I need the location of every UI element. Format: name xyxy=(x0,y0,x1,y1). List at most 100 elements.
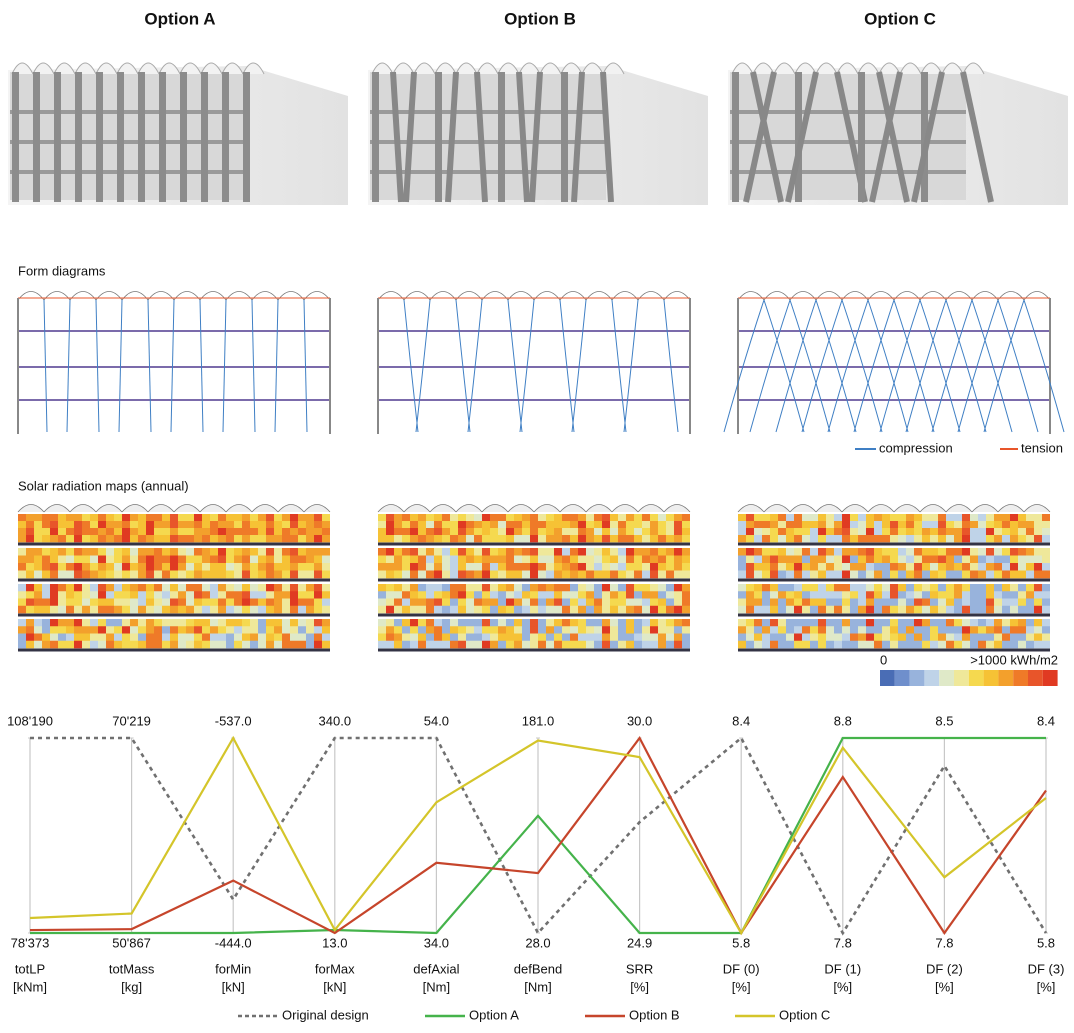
radiation-cell xyxy=(810,591,818,599)
radiation-cell xyxy=(802,528,810,535)
radiation-cell xyxy=(946,556,954,564)
radiation-cell xyxy=(738,563,746,571)
radiation-cell xyxy=(426,563,434,571)
radiation-cell xyxy=(858,634,866,642)
radiation-cell xyxy=(858,514,866,521)
radiation-cell xyxy=(954,521,962,528)
radiation-cell xyxy=(954,548,962,556)
radiation-cell xyxy=(402,619,410,627)
radiation-cell xyxy=(258,606,266,614)
radiation-cell xyxy=(578,514,586,521)
radiation-cell xyxy=(994,548,1002,556)
radiation-cell xyxy=(1010,535,1018,542)
radiation-cell xyxy=(210,634,218,642)
radiation-cell xyxy=(394,619,402,627)
radiation-cell xyxy=(530,571,538,579)
radiation-cell xyxy=(74,514,82,521)
radiation-cell xyxy=(170,571,178,579)
radiation-cell xyxy=(42,514,50,521)
radiation-cell xyxy=(802,634,810,642)
radiation-cell xyxy=(770,535,778,542)
radiation-cell xyxy=(194,556,202,564)
radiation-cell xyxy=(130,548,138,556)
radiation-cell xyxy=(634,548,642,556)
radiation-cell xyxy=(634,584,642,592)
radiation-cell xyxy=(210,619,218,627)
radiation-cell xyxy=(530,591,538,599)
radiation-cell xyxy=(26,521,34,528)
radiation-cell xyxy=(1018,535,1026,542)
radiation-cell xyxy=(986,606,994,614)
radiation-cell xyxy=(674,528,682,535)
radiation-cell xyxy=(906,591,914,599)
radiation-cell xyxy=(898,584,906,592)
radiation-cell xyxy=(770,556,778,564)
radiation-cell xyxy=(322,535,330,542)
tick-label: 30.0 xyxy=(627,713,652,728)
radiation-cell xyxy=(738,571,746,579)
radiation-cell xyxy=(1034,606,1042,614)
radiation-cell xyxy=(418,571,426,579)
radiation-cell xyxy=(842,599,850,607)
radiation-cell xyxy=(410,584,418,592)
arch xyxy=(122,505,148,513)
radiation-cell xyxy=(242,528,250,535)
radiation-cell xyxy=(602,548,610,556)
arch xyxy=(534,505,560,513)
radiation-cell xyxy=(554,548,562,556)
radiation-cell xyxy=(186,571,194,579)
radiation-cell xyxy=(1010,626,1018,634)
radiation-cell xyxy=(882,535,890,542)
radiation-cell xyxy=(314,599,322,607)
radiation-cell xyxy=(882,521,890,528)
radiation-cell xyxy=(586,599,594,607)
radiation-cell xyxy=(834,563,842,571)
radiation-cell xyxy=(178,521,186,528)
radiation-cell xyxy=(962,521,970,528)
radiation-cell xyxy=(482,591,490,599)
axis-unit: [kNm] xyxy=(13,979,47,994)
radiation-cell xyxy=(994,535,1002,542)
radiation-cell xyxy=(442,556,450,564)
radiation-cell xyxy=(626,641,634,649)
column xyxy=(75,72,82,202)
radiation-cell xyxy=(378,599,386,607)
radiation-cell xyxy=(426,634,434,642)
radiation-cell xyxy=(490,641,498,649)
radiation-cell xyxy=(138,548,146,556)
radiation-cell xyxy=(666,619,674,627)
radiation-cell xyxy=(666,626,674,634)
radiation-cell xyxy=(610,548,618,556)
radiation-cell xyxy=(154,556,162,564)
radiation-cell xyxy=(914,563,922,571)
tick-label: -537.0 xyxy=(215,713,252,728)
radiation-cell xyxy=(522,571,530,579)
radiation-cell xyxy=(162,563,170,571)
colorbar-swatch xyxy=(910,670,925,686)
radiation-cell xyxy=(178,606,186,614)
radiation-cell xyxy=(322,514,330,521)
radiation-cell xyxy=(18,521,26,528)
radiation-cell xyxy=(970,521,978,528)
radiation-cell xyxy=(482,535,490,542)
radiation-cell xyxy=(794,528,802,535)
radiation-cell xyxy=(114,619,122,627)
radiation-cell xyxy=(162,548,170,556)
radiation-cell xyxy=(386,556,394,564)
radiation-cell xyxy=(658,528,666,535)
radiation-cell xyxy=(618,634,626,642)
radiation-cell xyxy=(162,514,170,521)
radiation-cell xyxy=(594,599,602,607)
radiation-cell xyxy=(274,528,282,535)
radiation-cell xyxy=(66,521,74,528)
radiation-cell xyxy=(106,556,114,564)
radiation-cell xyxy=(186,641,194,649)
radiation-cell xyxy=(314,514,322,521)
radiation-cell xyxy=(890,641,898,649)
radiation-cell xyxy=(130,634,138,642)
colorbar-swatch xyxy=(1028,670,1043,686)
radiation-cell xyxy=(586,641,594,649)
radiation-cell xyxy=(786,548,794,556)
radiation-cell xyxy=(98,563,106,571)
radiation-cell xyxy=(442,535,450,542)
